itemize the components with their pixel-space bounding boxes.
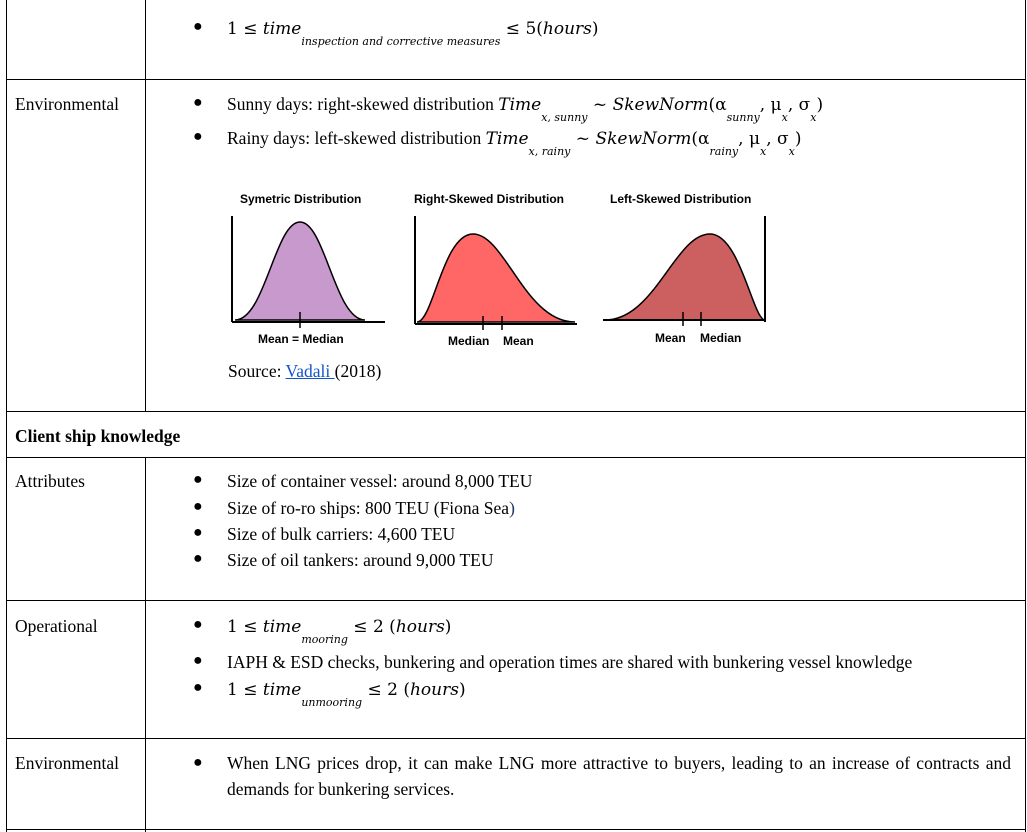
symmetric-title: Symetric Distribution — [240, 192, 362, 206]
right-median-label: Median — [448, 334, 490, 348]
right-skewed-title: Right-Skewed Distribution — [414, 192, 564, 206]
right-mean-label: Mean — [503, 334, 534, 348]
row-label-operational: Operational — [15, 616, 98, 636]
bullet: ● — [193, 754, 203, 771]
symmetric-curve — [234, 221, 366, 321]
row-divider — [6, 829, 1025, 830]
row-divider — [6, 411, 1025, 412]
bullet: ● — [193, 18, 203, 35]
table-right-border — [1025, 0, 1026, 832]
left-skewed-title: Left-Skewed Distribution — [610, 192, 752, 206]
bullet: ● — [193, 616, 203, 633]
bullet: ● — [193, 524, 203, 541]
bullet: ● — [193, 652, 203, 669]
symmetric-label: Mean = Median — [258, 332, 344, 346]
left-mean-label: Mean — [655, 331, 686, 345]
row-label-attributes: Attributes — [15, 471, 85, 491]
row-label-environmental: Environmental — [15, 94, 120, 114]
section-header-client-ship: Client ship knowledge — [15, 426, 181, 446]
row-label-environmental-2: Environmental — [15, 753, 120, 773]
row-divider — [6, 600, 1025, 601]
bullet: ● — [193, 679, 203, 696]
row-divider — [6, 79, 1025, 80]
table-col-divider — [145, 0, 146, 411]
table-col-divider — [145, 457, 146, 832]
bullet: ● — [193, 471, 203, 488]
bullet: ● — [193, 128, 203, 145]
bullet: ● — [193, 498, 203, 515]
right-skewed-curve — [416, 233, 576, 323]
table-left-border — [6, 0, 7, 832]
distribution-curves — [231, 216, 766, 330]
left-skewed-curve — [604, 233, 766, 321]
left-median-label: Median — [700, 331, 742, 345]
bullet: ● — [193, 550, 203, 567]
figure-source: Source: Vadali (2018) — [228, 361, 382, 381]
row-divider — [6, 457, 1025, 458]
lng-price-paragraph: When LNG prices drop, it can make LNG mo… — [227, 753, 1011, 799]
source-link[interactable]: Vadali — [285, 361, 335, 381]
row-divider — [6, 738, 1025, 739]
bullet: ● — [193, 94, 203, 111]
